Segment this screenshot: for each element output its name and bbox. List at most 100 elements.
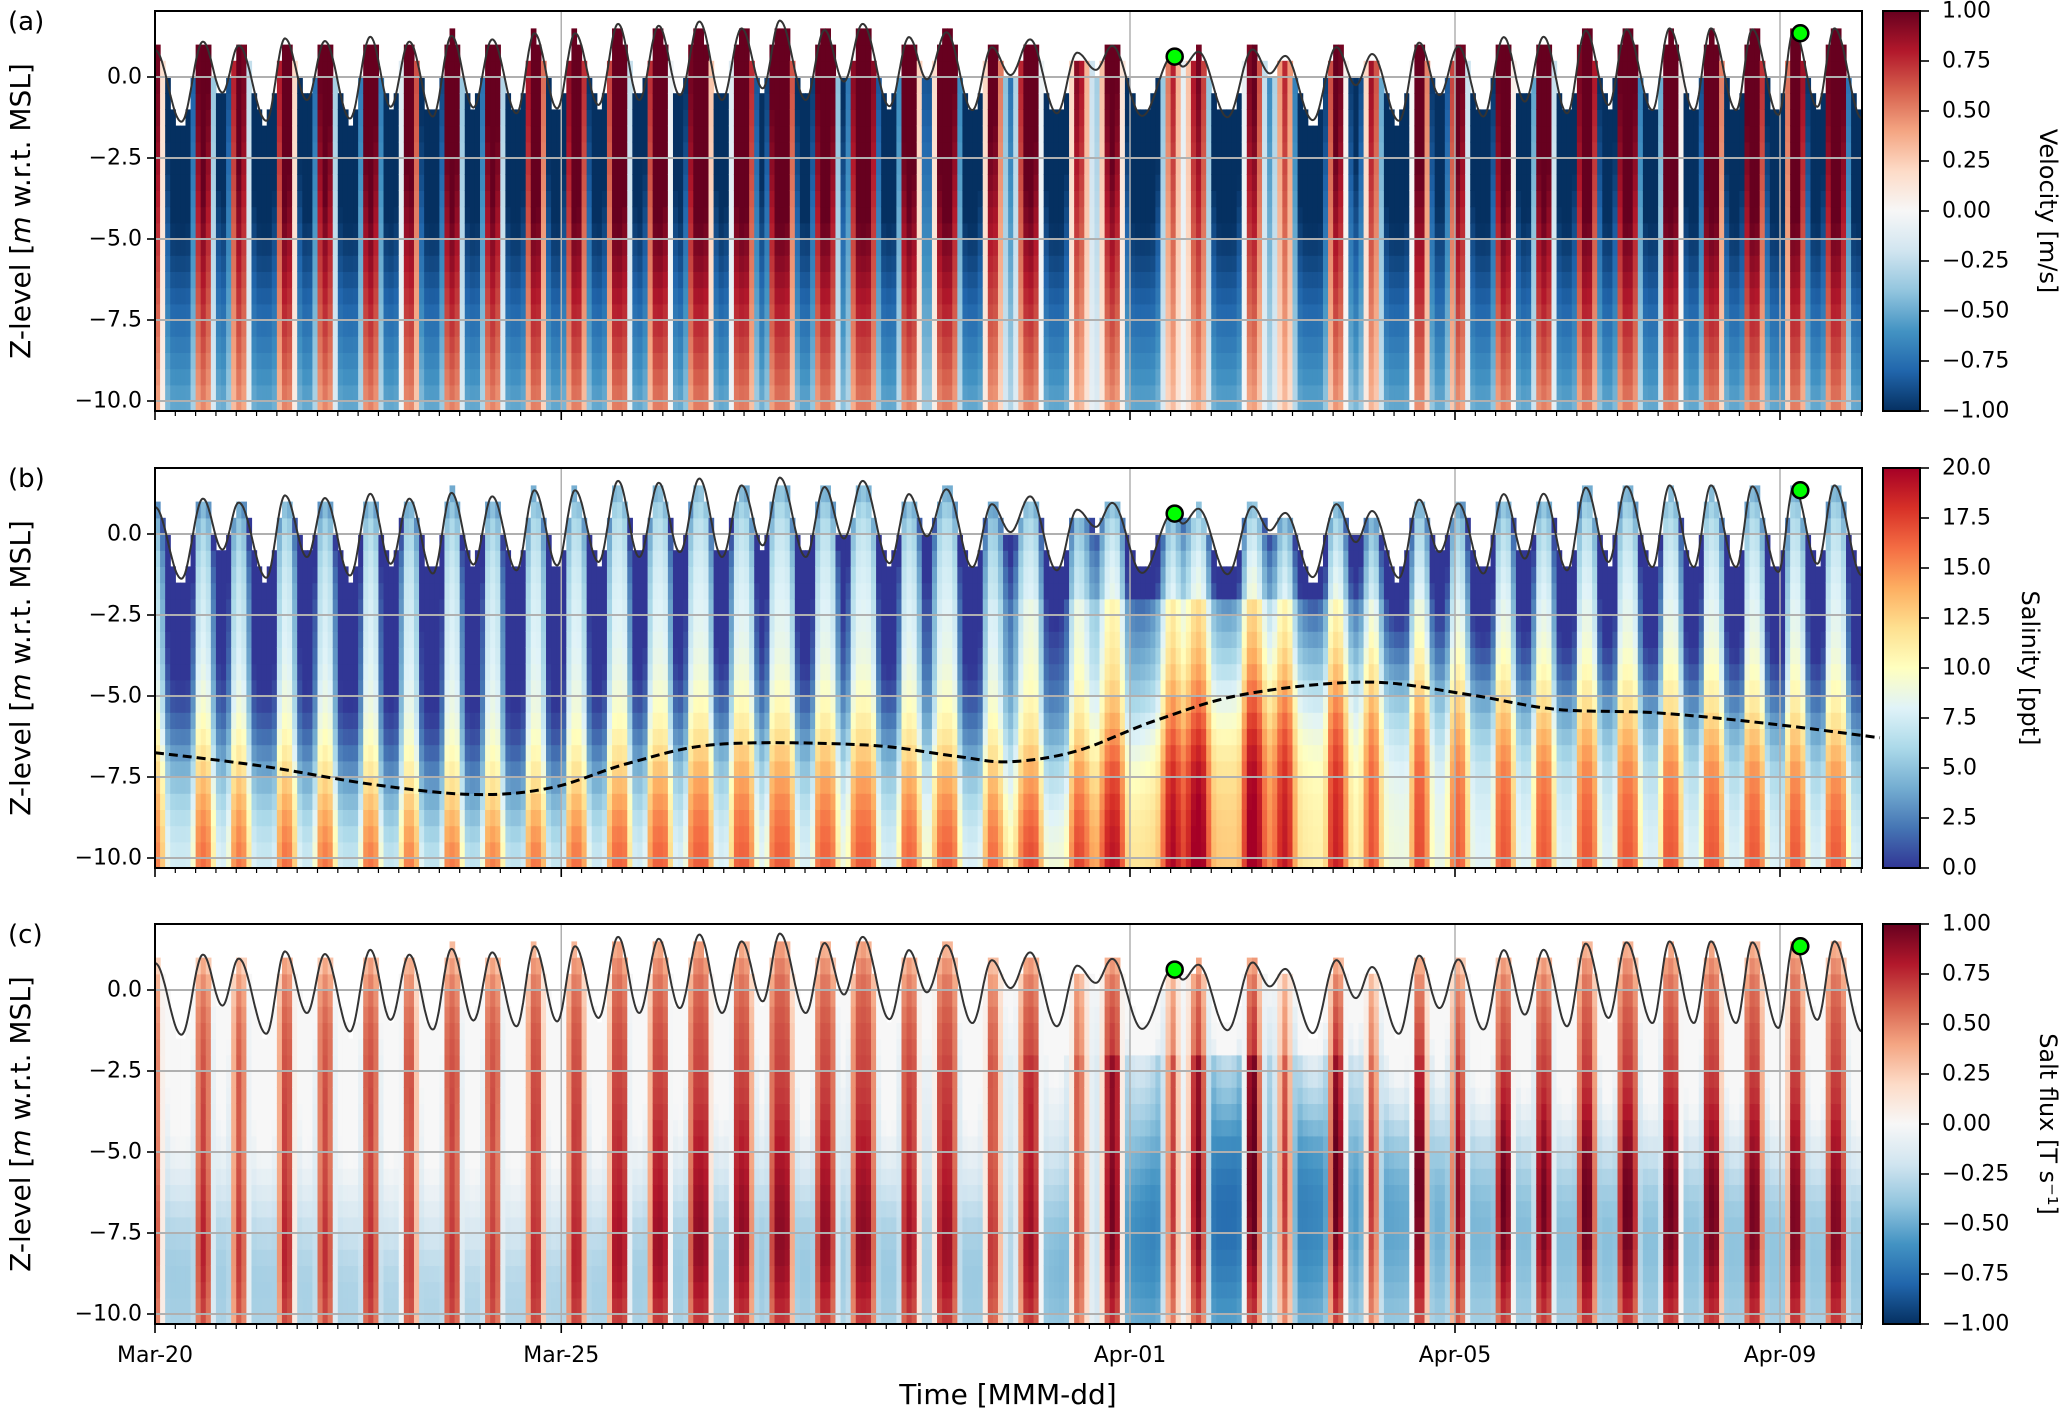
heatmap-cell bbox=[327, 303, 334, 321]
heatmap-cell bbox=[662, 336, 669, 353]
heatmap-cell bbox=[520, 158, 527, 175]
heatmap-cell bbox=[1307, 287, 1314, 305]
heatmap-cell bbox=[1135, 320, 1141, 337]
heatmap-cell bbox=[1201, 239, 1207, 256]
heatmap-cell bbox=[1267, 222, 1273, 240]
heatmap-cell bbox=[977, 206, 984, 224]
heatmap-cell bbox=[779, 28, 786, 46]
heatmap-cell bbox=[850, 401, 857, 411]
heatmap-cell bbox=[485, 109, 491, 127]
heatmap-cell bbox=[276, 303, 283, 321]
heatmap-cell bbox=[540, 320, 547, 337]
heatmap-cell bbox=[1282, 174, 1289, 191]
heatmap-cell bbox=[784, 255, 791, 272]
heatmap-cell bbox=[403, 384, 410, 402]
heatmap-cell bbox=[1074, 141, 1080, 159]
heatmap-cell bbox=[1058, 141, 1065, 159]
heatmap-cell bbox=[820, 352, 826, 370]
heatmap-cell bbox=[185, 271, 192, 289]
heatmap-cell bbox=[1018, 368, 1024, 386]
heatmap-cell bbox=[591, 190, 598, 208]
heatmap-cell bbox=[820, 44, 826, 62]
heatmap-cell bbox=[820, 174, 826, 191]
heatmap-cell bbox=[1282, 206, 1289, 224]
heatmap-cell bbox=[952, 303, 958, 321]
heatmap-cell bbox=[281, 174, 288, 191]
heatmap-cell bbox=[1094, 336, 1101, 353]
heatmap-cell bbox=[170, 255, 176, 272]
heatmap-cell bbox=[678, 174, 684, 191]
heatmap-cell bbox=[195, 255, 202, 272]
heatmap-cell bbox=[480, 401, 486, 411]
heatmap-cell bbox=[1277, 271, 1283, 289]
heatmap-cell bbox=[931, 206, 938, 224]
heatmap-cell bbox=[317, 174, 324, 191]
heatmap-cell bbox=[713, 401, 720, 411]
heatmap-cell bbox=[1119, 206, 1126, 224]
heatmap-cell bbox=[1322, 384, 1329, 402]
heatmap-cell bbox=[551, 125, 557, 143]
heatmap-cell bbox=[353, 352, 359, 370]
heatmap-cell bbox=[992, 60, 999, 78]
heatmap-cell bbox=[759, 401, 765, 411]
heatmap-cell bbox=[368, 141, 374, 159]
heatmap-cell bbox=[805, 320, 811, 337]
heatmap-cell bbox=[1256, 60, 1263, 78]
heatmap-cell bbox=[1262, 93, 1268, 110]
heatmap-cell bbox=[1221, 222, 1228, 240]
heatmap-cell bbox=[287, 384, 293, 402]
heatmap-cell bbox=[906, 141, 913, 159]
heatmap-cell bbox=[1099, 255, 1106, 272]
heatmap-cell bbox=[231, 125, 237, 143]
heatmap-cell bbox=[459, 77, 466, 94]
heatmap-cell bbox=[388, 368, 395, 386]
heatmap-cell bbox=[1206, 158, 1212, 175]
heatmap-cell bbox=[383, 401, 390, 411]
heatmap-cell bbox=[180, 368, 187, 386]
heatmap-cell bbox=[195, 125, 202, 143]
heatmap-cell bbox=[769, 287, 776, 305]
heatmap-cell bbox=[982, 239, 989, 256]
heatmap-cell bbox=[586, 125, 593, 143]
heatmap-cell bbox=[647, 384, 654, 402]
heatmap-cell bbox=[627, 190, 633, 208]
heatmap-cell bbox=[1246, 401, 1253, 411]
heatmap-cell bbox=[241, 222, 248, 240]
heatmap-cell bbox=[449, 77, 456, 94]
heatmap-cell bbox=[1069, 190, 1075, 208]
heatmap-cell bbox=[287, 206, 293, 224]
heatmap-cell bbox=[1328, 239, 1334, 256]
heatmap-cell bbox=[855, 303, 862, 321]
heatmap-cell bbox=[769, 336, 776, 353]
heatmap-cell bbox=[612, 320, 618, 337]
heatmap-cell bbox=[190, 287, 197, 305]
heatmap-cell bbox=[708, 222, 715, 240]
heatmap-cell bbox=[698, 352, 705, 370]
heatmap-cell bbox=[160, 303, 166, 321]
heatmap-cell bbox=[1201, 93, 1207, 110]
heatmap-cell bbox=[500, 206, 506, 224]
heatmap-cell bbox=[855, 320, 862, 337]
heatmap-cell bbox=[840, 206, 847, 224]
heatmap-cell bbox=[495, 190, 501, 208]
heatmap-cell bbox=[865, 401, 872, 411]
heatmap-cell bbox=[606, 303, 613, 321]
heatmap-cell bbox=[1231, 336, 1238, 353]
heatmap-cell bbox=[342, 336, 349, 353]
heatmap-cell bbox=[576, 158, 583, 175]
heatmap-cell bbox=[251, 401, 258, 411]
heatmap-cell bbox=[332, 401, 339, 411]
heatmap-cell bbox=[744, 401, 750, 411]
heatmap-cell bbox=[581, 125, 588, 143]
heatmap-cell bbox=[221, 271, 227, 289]
heatmap-cell bbox=[1130, 255, 1136, 272]
heatmap-cell bbox=[200, 158, 207, 175]
heatmap-cell bbox=[642, 368, 649, 386]
heatmap-cell bbox=[200, 255, 207, 272]
heatmap-cell bbox=[307, 125, 314, 143]
heatmap-cell bbox=[251, 287, 258, 305]
heatmap-cell bbox=[678, 222, 684, 240]
heatmap-cell bbox=[657, 352, 664, 370]
heatmap-cell bbox=[1150, 303, 1156, 321]
heatmap-cell bbox=[185, 158, 192, 175]
